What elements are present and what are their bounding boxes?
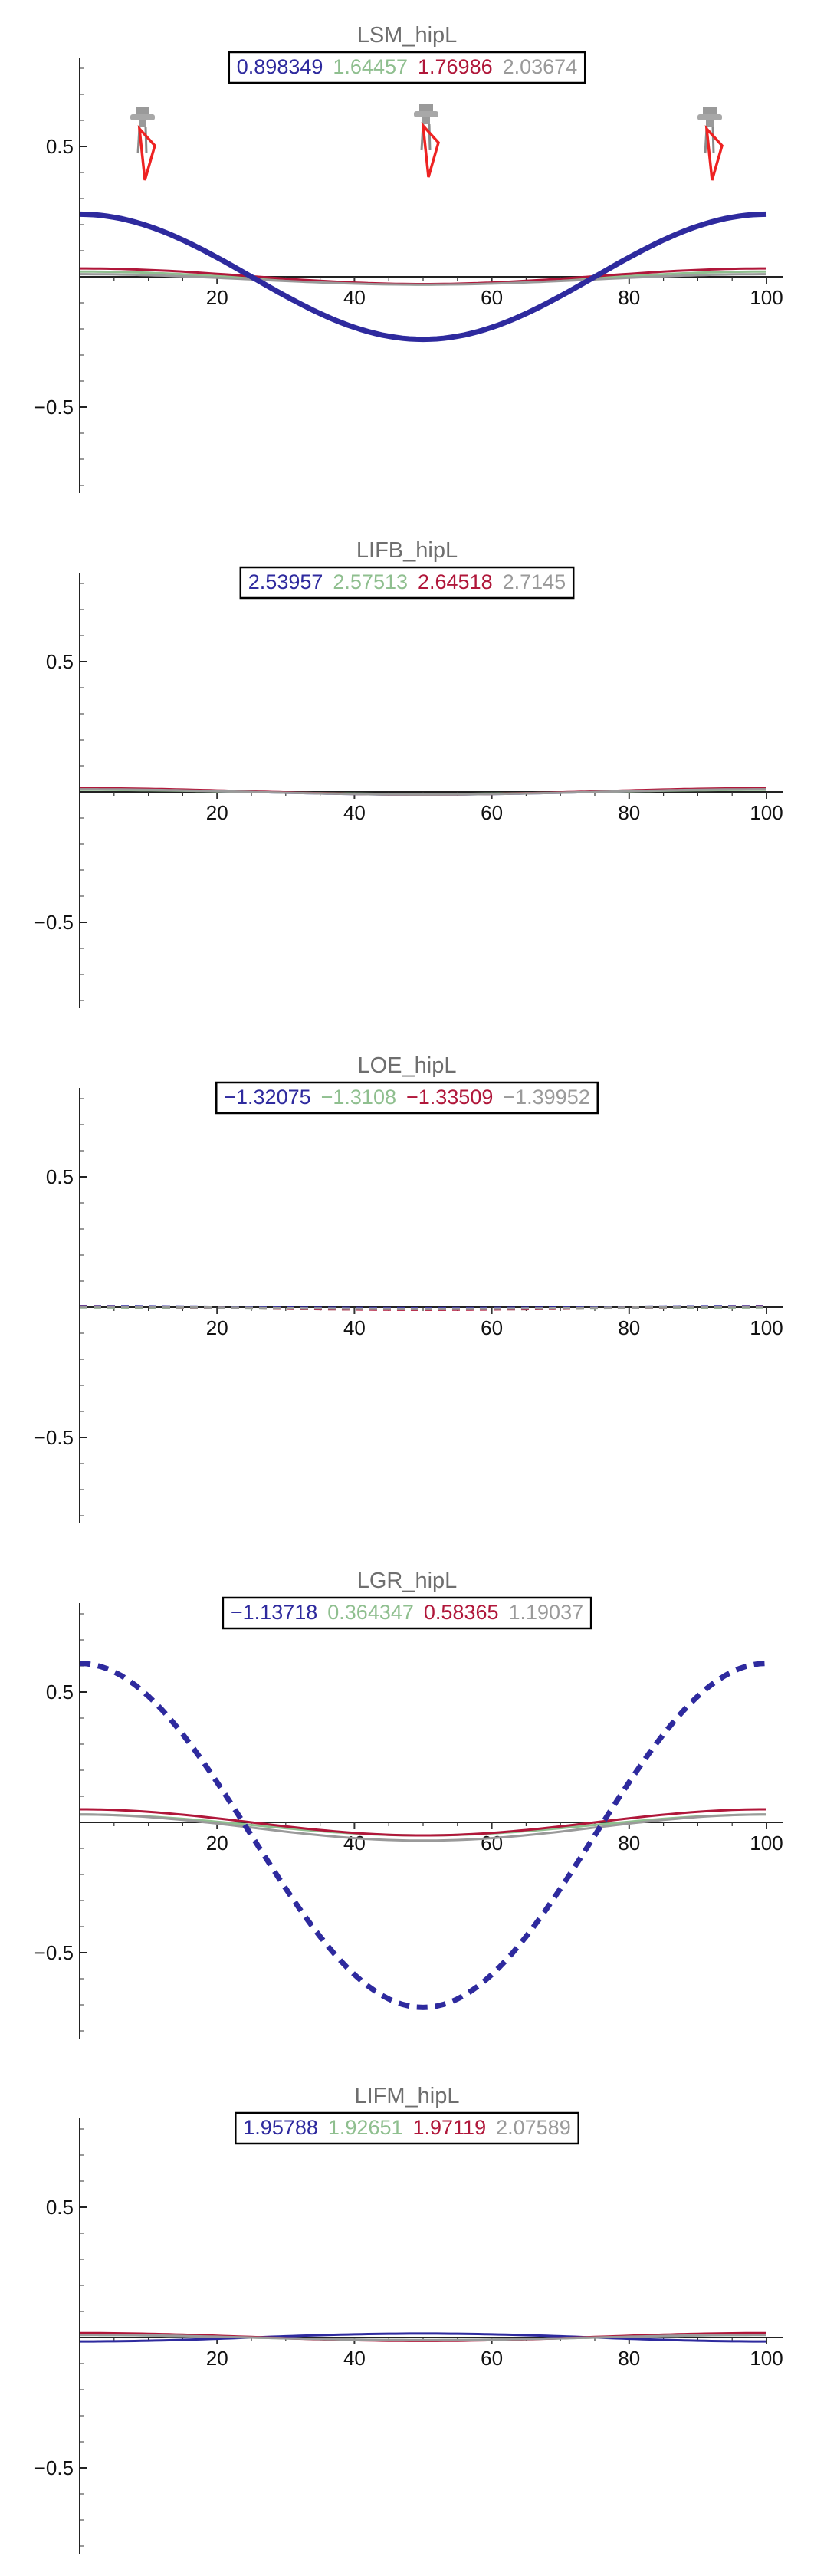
legend-entry: 1.92651 — [328, 2116, 403, 2139]
body-figure-shoulders — [697, 114, 722, 120]
chart-panel: LGR_hipL −1.13718 0.364347 0.58365 1.19037 0.… — [34, 1569, 783, 2039]
x-tick-label: 40 — [343, 1316, 366, 1339]
legend-entry: 1.97119 — [413, 2116, 487, 2139]
chart-panel: LOE_hipL −1.32075 −1.3108 −1.33509 −1.39952 0… — [34, 1053, 783, 1523]
x-tick-label: 40 — [343, 2347, 366, 2370]
x-tick-label: 20 — [206, 286, 228, 309]
chart-legend: 2.53957 2.57513 2.64518 2.7145 — [241, 567, 573, 598]
body-figure-shoulders — [414, 111, 438, 117]
y-tick-label: 0.5 — [46, 135, 74, 158]
chart-title: LIFB_hipL — [356, 538, 458, 563]
x-tick-label: 100 — [750, 801, 783, 824]
body-figure-shoulders — [130, 114, 155, 120]
x-tick-label: 80 — [618, 286, 640, 309]
body-figure — [414, 104, 438, 177]
x-tick-label: 40 — [343, 801, 366, 824]
legend-entry: −1.32075 — [224, 1086, 310, 1109]
x-tick-label: 20 — [206, 801, 228, 824]
legend-entry: 2.03674 — [503, 55, 578, 78]
x-tick-label: 60 — [481, 286, 503, 309]
y-tick-label: 0.5 — [46, 1165, 74, 1188]
body-figure-head — [703, 107, 717, 114]
chart-title: LSM_hipL — [357, 23, 458, 48]
legend-entry: 0.898349 — [237, 55, 323, 78]
body-figure-torso — [422, 117, 430, 124]
y-tick-label: 0.5 — [46, 1681, 74, 1704]
legend-entry: 1.19037 — [509, 1601, 584, 1624]
legend-entry: 1.95788 — [243, 2116, 318, 2139]
x-tick-label: 100 — [750, 1832, 783, 1855]
body-figure-torso — [706, 120, 714, 127]
chart-panel: LSM_hipL 0.898349 1.64457 1.76986 2.03674 0.5… — [34, 23, 783, 493]
chart-legend: 0.898349 1.64457 1.76986 2.03674 — [229, 52, 585, 83]
y-tick-label: −0.5 — [34, 1426, 74, 1449]
body-figure-muscle — [139, 129, 155, 180]
x-tick-label: 20 — [206, 1316, 228, 1339]
legend-entry: −1.39952 — [503, 1086, 589, 1109]
body-figure-torso — [139, 120, 146, 127]
x-tick-label: 60 — [481, 1316, 503, 1339]
y-tick-label: 0.5 — [46, 2196, 74, 2219]
x-tick-label: 80 — [618, 1316, 640, 1339]
x-tick-label: 20 — [206, 2347, 228, 2370]
chart-panel: LIFM_hipL 1.95788 1.92651 1.97119 2.07589 0.5… — [34, 2084, 783, 2554]
legend-entry: 2.07589 — [496, 2116, 571, 2139]
legend-entry: 2.57513 — [333, 570, 408, 593]
x-tick-label: 80 — [618, 2347, 640, 2370]
body-figure-leg-right — [429, 124, 430, 150]
x-tick-label: 40 — [343, 286, 366, 309]
x-tick-label: 80 — [618, 1832, 640, 1855]
body-figure-head — [136, 107, 149, 114]
chart-title: LGR_hipL — [357, 1569, 458, 1593]
chart-legend: −1.32075 −1.3108 −1.33509 −1.39952 — [216, 1083, 597, 1113]
chart-legend: −1.13718 0.364347 0.58365 1.19037 — [223, 1598, 591, 1628]
y-tick-label: −0.5 — [34, 1941, 74, 1964]
legend-entry: 0.58365 — [424, 1601, 499, 1624]
x-tick-label: 20 — [206, 1832, 228, 1855]
x-tick-label: 60 — [481, 1832, 503, 1855]
chart-title: LIFM_hipL — [354, 2084, 459, 2108]
x-tick-label: 100 — [750, 286, 783, 309]
x-tick-label: 80 — [618, 801, 640, 824]
legend-entry: 0.364347 — [327, 1601, 414, 1624]
body-figure — [130, 107, 155, 180]
legend-entry: 1.76986 — [418, 55, 493, 78]
x-tick-label: 100 — [750, 1316, 783, 1339]
y-tick-label: −0.5 — [34, 2456, 74, 2479]
y-tick-label: 0.5 — [46, 650, 74, 673]
legend-entry: −1.13718 — [231, 1601, 317, 1624]
chart-title: LOE_hipL — [358, 1053, 457, 1078]
y-tick-label: −0.5 — [34, 396, 74, 419]
legend-entry: 1.64457 — [333, 55, 408, 78]
body-figure-muscle — [423, 126, 438, 177]
x-tick-label: 60 — [481, 801, 503, 824]
x-tick-label: 60 — [481, 2347, 503, 2370]
x-tick-label: 100 — [750, 2347, 783, 2370]
body-figure-leg-right — [713, 127, 714, 153]
chart-panel: LIFB_hipL 2.53957 2.57513 2.64518 2.7145 0.5 −… — [34, 538, 783, 1008]
legend-entry: 2.7145 — [503, 570, 566, 593]
body-figure — [697, 107, 722, 180]
chart-legend: 1.95788 1.92651 1.97119 2.07589 — [235, 2113, 578, 2144]
legend-entry: 2.64518 — [418, 570, 493, 593]
body-figure-muscle — [707, 129, 722, 180]
legend-entry: 2.53957 — [248, 570, 323, 593]
y-tick-label: −0.5 — [34, 911, 74, 934]
x-tick-label: 40 — [343, 1832, 366, 1855]
legend-entry: −1.33509 — [406, 1086, 493, 1109]
body-figure-head — [419, 104, 433, 111]
legend-entry: −1.3108 — [321, 1086, 396, 1109]
